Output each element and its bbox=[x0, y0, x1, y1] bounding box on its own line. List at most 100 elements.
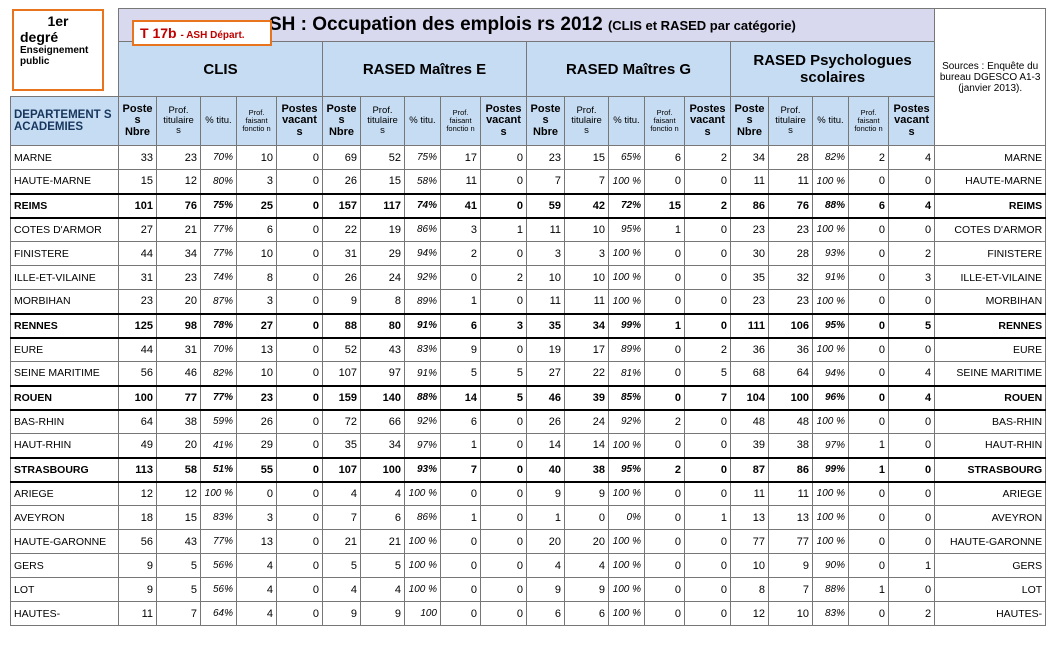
cell: 20 bbox=[526, 529, 565, 554]
dept-header: DEPARTEMENT S bbox=[14, 109, 112, 121]
cell: 28 bbox=[768, 241, 813, 266]
cell: 0 bbox=[644, 481, 685, 506]
cell: 0 bbox=[276, 192, 323, 219]
cell: 9 bbox=[322, 289, 361, 314]
cell: 2 bbox=[887, 241, 936, 266]
cell: 75% bbox=[200, 192, 237, 219]
cell: 11 bbox=[730, 481, 769, 506]
cell: 0 bbox=[644, 337, 685, 362]
cell: 13 bbox=[768, 505, 813, 530]
cell: 89% bbox=[404, 289, 441, 314]
cell: 88% bbox=[812, 192, 849, 219]
group-header: RASED Psychologues scolaires bbox=[729, 41, 936, 97]
cell: 22 bbox=[322, 217, 361, 242]
cell: 0 bbox=[644, 433, 685, 458]
row-name: ARIEGE bbox=[10, 481, 119, 506]
cell: 3 bbox=[564, 241, 609, 266]
cell: 0 bbox=[480, 337, 527, 362]
cell: 2 bbox=[887, 601, 936, 626]
cell: 0 bbox=[848, 384, 889, 411]
cell: 68 bbox=[730, 361, 769, 386]
cell: 100 % bbox=[404, 553, 441, 578]
cell: 91% bbox=[404, 361, 441, 386]
cell: 0 bbox=[276, 265, 323, 290]
cell: 100 % bbox=[404, 529, 441, 554]
cell: 15 bbox=[564, 145, 609, 170]
cell: 5 bbox=[480, 384, 527, 411]
cell: 39 bbox=[730, 433, 769, 458]
cell: 0 bbox=[236, 481, 277, 506]
cell: 18 bbox=[118, 505, 157, 530]
department-row: HAUTE-GARONNE 56 43 77% 13 0 21 21 100 % 0 0 20 20 10… bbox=[10, 529, 1047, 554]
cell: 64 bbox=[118, 409, 157, 434]
cell: 0 bbox=[684, 553, 731, 578]
cell: 34 bbox=[360, 433, 405, 458]
cell: 0 bbox=[480, 481, 527, 506]
row-name: HAUTE-GARONNE bbox=[10, 529, 119, 554]
cell: 86% bbox=[404, 217, 441, 242]
column-header: Poste s Nbre bbox=[526, 96, 565, 146]
cell: 0 bbox=[276, 505, 323, 530]
row-name-right: AVEYRON bbox=[934, 505, 1047, 530]
data-table: SH : Occupation des emplois rs 2012 (CLI… bbox=[10, 8, 1047, 626]
cell: 0 bbox=[848, 265, 889, 290]
cell: 4 bbox=[236, 577, 277, 602]
row-name: FINISTERE bbox=[10, 241, 119, 266]
cell: 0 bbox=[644, 553, 685, 578]
cell: 4 bbox=[887, 145, 936, 170]
column-header: Prof. titulaire s bbox=[360, 96, 405, 146]
cell: 15 bbox=[360, 169, 405, 194]
cell: 3 bbox=[887, 265, 936, 290]
cell: 1 bbox=[440, 433, 481, 458]
cell: 0 bbox=[276, 601, 323, 626]
cell: 100 % bbox=[608, 577, 645, 602]
cell: 97 bbox=[360, 361, 405, 386]
row-name-right: FINISTERE bbox=[934, 241, 1047, 266]
cell: 4 bbox=[360, 577, 405, 602]
cell: 0 bbox=[887, 217, 936, 242]
cell: 74% bbox=[404, 192, 441, 219]
cell: 26 bbox=[236, 409, 277, 434]
cell: 100 % bbox=[608, 601, 645, 626]
cell: 100 % bbox=[608, 529, 645, 554]
cell: 111 bbox=[730, 312, 769, 339]
department-row: ARIEGE 12 12 100 % 0 0 4 4 100 % 0 0 9 9 100 % 0 0 11 11 1… bbox=[10, 481, 1047, 506]
cell: 88 bbox=[322, 312, 361, 339]
cell: 27 bbox=[526, 361, 565, 386]
cell: 38 bbox=[564, 456, 609, 483]
column-header: Prof. titulaire s bbox=[156, 96, 201, 146]
cell: 0 bbox=[276, 409, 323, 434]
cell: 0 bbox=[480, 601, 527, 626]
cell: 3 bbox=[480, 312, 527, 339]
cell: 6 bbox=[440, 312, 481, 339]
cell: 2 bbox=[684, 337, 731, 362]
cell: 92% bbox=[608, 409, 645, 434]
cell: 34 bbox=[564, 312, 609, 339]
cell: 113 bbox=[118, 456, 157, 483]
cell: 38 bbox=[768, 433, 813, 458]
cell: 22 bbox=[564, 361, 609, 386]
cell: 9 bbox=[564, 481, 609, 506]
cell: 0 bbox=[276, 289, 323, 314]
cell: 1 bbox=[644, 217, 685, 242]
column-header: % titu. bbox=[812, 96, 849, 146]
cell: 95% bbox=[608, 456, 645, 483]
cell: 0 bbox=[848, 337, 889, 362]
cell: 1 bbox=[644, 312, 685, 339]
cell: 0 bbox=[276, 217, 323, 242]
cell: 87% bbox=[200, 289, 237, 314]
cell: 72 bbox=[322, 409, 361, 434]
cell: 9 bbox=[440, 337, 481, 362]
cell: 59 bbox=[526, 192, 565, 219]
cell: 80% bbox=[200, 169, 237, 194]
row-name-right: BAS-RHIN bbox=[934, 409, 1047, 434]
cell: 6 bbox=[644, 145, 685, 170]
cell: 9 bbox=[118, 577, 157, 602]
cell: 32 bbox=[768, 265, 813, 290]
cell: 4 bbox=[322, 481, 361, 506]
cell: 69 bbox=[322, 145, 361, 170]
cell: 1 bbox=[887, 553, 936, 578]
cell: 0 bbox=[684, 433, 731, 458]
cell: 39 bbox=[564, 384, 609, 411]
department-row: GERS 9 5 56% 4 0 5 5 100 % 0 0 4 4 100 % 0 0 10 9 90% 0 1 GER… bbox=[10, 553, 1047, 578]
